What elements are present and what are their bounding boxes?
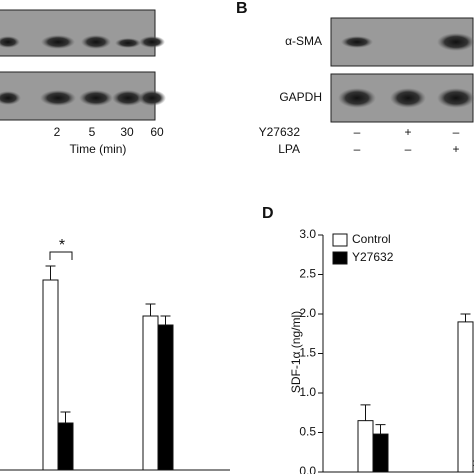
blot-b: [330, 17, 474, 123]
legend-swatch: [332, 251, 348, 265]
sign: –: [354, 125, 361, 139]
lane-label: 2: [54, 125, 61, 139]
error-bar: [375, 424, 386, 435]
sign: –: [453, 125, 460, 139]
y-tick-label: 2.0: [299, 306, 316, 320]
legend-label: Y27632: [352, 250, 394, 264]
bracket: [49, 251, 73, 260]
lane-label: 60: [150, 125, 164, 139]
y-tick-label: 3.0: [299, 227, 316, 241]
y-tick-label: 1.5: [299, 346, 316, 360]
condition-name: LPA: [278, 142, 300, 156]
condition-name: Y27632: [259, 125, 301, 139]
bar: [142, 315, 159, 471]
bar: [57, 422, 74, 471]
error-bar: [60, 411, 71, 423]
error-bar: [145, 303, 156, 316]
y-label: SDF-1α (ng/ml): [289, 311, 303, 393]
panel-label: B: [236, 0, 248, 17]
y-tick-label: 0.0: [299, 464, 316, 474]
error-bar: [45, 265, 56, 280]
y-tick-label: 0.5: [299, 425, 316, 439]
bar: [157, 324, 174, 471]
panel-label: D: [262, 205, 274, 222]
row-label: GAPDH: [279, 90, 322, 104]
sign: –: [354, 142, 361, 156]
bar: [457, 321, 474, 473]
row-label: α-SMA: [285, 34, 322, 48]
x-label: Time (min): [70, 142, 127, 156]
significance: *: [59, 237, 65, 254]
lane-label: 5: [89, 125, 96, 139]
legend-swatch: [332, 233, 348, 247]
error-bar: [160, 315, 171, 325]
sign: +: [452, 142, 459, 156]
error-bar: [360, 404, 371, 421]
blot-a: [0, 9, 166, 121]
y-tick-label: 2.5: [299, 267, 316, 281]
bar: [372, 433, 389, 473]
bar: [357, 420, 374, 473]
lane-label: 30: [120, 125, 134, 139]
legend-label: Control: [352, 232, 391, 246]
error-bar: [460, 313, 471, 322]
y-tick-label: 1.0: [299, 385, 316, 399]
sign: –: [405, 142, 412, 156]
sign: +: [404, 125, 411, 139]
bar: [42, 279, 59, 471]
